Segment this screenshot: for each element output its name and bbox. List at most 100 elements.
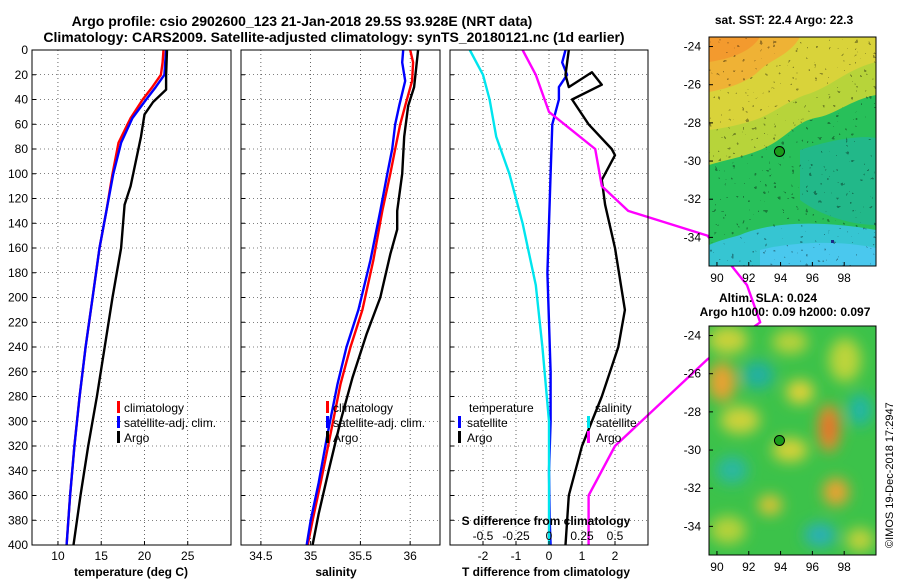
series-s-satellite <box>468 49 551 545</box>
x-tick-label: 35 <box>304 549 318 563</box>
x-tick-label: 10 <box>51 549 65 563</box>
legend-salinity-title: salinity <box>595 401 632 415</box>
depth-tick-label: 200 <box>8 291 28 305</box>
salinity-frame <box>240 49 441 546</box>
legend-s-satellite-swatch <box>587 416 590 428</box>
salinity-lines <box>305 49 420 546</box>
lon-tick-label: 92 <box>742 560 756 574</box>
legend-satellite-swatch <box>326 416 329 428</box>
sst-map-title: sat. SST: 22.4 Argo: 22.3 <box>715 13 854 27</box>
series-argo <box>311 49 420 546</box>
salinity-x-ticks: 34.5 35 35.5 36 <box>249 541 417 563</box>
x-tick-label: 2 <box>612 549 619 563</box>
sst-map-frame <box>708 36 877 267</box>
lat-tick-label: -32 <box>684 481 702 495</box>
title-line-1: Argo profile: csio 2902600_123 21-Jan-20… <box>72 13 533 29</box>
depth-tick-label: 60 <box>15 117 29 131</box>
depth-tick-label: 180 <box>8 266 28 280</box>
depth-tick-label: 320 <box>8 439 28 453</box>
lat-tick-label: -32 <box>684 192 702 206</box>
sla-map: Altim. SLA: 0.024 Argo h1000: 0.09 h2000… <box>684 291 877 574</box>
legend-s-satellite: satellite <box>596 416 637 430</box>
depth-tick-label: 340 <box>8 464 28 478</box>
s-diff-tick-label: -0.5 <box>473 529 494 543</box>
difference-x-ticks: -2 -1 0 1 2 <box>478 541 619 563</box>
lat-tick-label: -28 <box>684 116 702 130</box>
lat-tick-label: -24 <box>684 329 702 343</box>
depth-tick-label: 140 <box>8 216 28 230</box>
depth-tick-label: 300 <box>8 414 28 428</box>
lat-tick-label: -26 <box>684 78 702 92</box>
lon-tick-label: 96 <box>806 560 820 574</box>
legend-temperature-title: temperature <box>469 401 534 415</box>
depth-tick-label: 360 <box>8 489 28 503</box>
x-tick-label: 34.5 <box>249 549 273 563</box>
series-t-argo <box>564 49 627 546</box>
depth-tick-label: 80 <box>15 142 29 156</box>
depth-tick-label: 380 <box>8 513 28 527</box>
x-tick-label: 25 <box>181 549 195 563</box>
s-difference-ticks: -0.5 -0.25 0 0.25 0.5 <box>473 529 624 543</box>
argo-location-marker <box>773 435 785 446</box>
x-tick-label: -1 <box>511 549 522 563</box>
x-tick-label: -2 <box>478 549 489 563</box>
temperature-grid <box>32 49 231 546</box>
salinity-grid <box>241 49 440 546</box>
legend-climatology-swatch <box>326 401 329 413</box>
depth-tick-label: 260 <box>8 365 28 379</box>
lon-tick-label: 90 <box>710 560 724 574</box>
temperature-legend: climatology satellite-adj. clim. Argo <box>117 401 216 445</box>
legend-satellite-adj: satellite-adj. clim. <box>124 416 216 430</box>
argo-location-marker <box>773 146 785 157</box>
series-satellite-adj-clim- <box>65 49 168 546</box>
x-tick-label: 0 <box>546 549 553 563</box>
difference-panel: -2 -1 0 1 2 -0.5 -0.25 0 0.25 0.5 S difference f… <box>449 49 762 579</box>
lon-tick-label: 90 <box>710 271 724 285</box>
salinity-legend: climatology satellite-adj. clim. Argo <box>326 401 425 445</box>
lon-tick-label: 92 <box>742 271 756 285</box>
legend-s-argo-swatch <box>587 431 590 443</box>
lon-tick-label: 94 <box>774 560 788 574</box>
lat-tick-label: -34 <box>684 519 702 533</box>
salinity-panel: 34.5 35 35.5 36 salinity climatology satell… <box>240 49 441 579</box>
depth-tick-label: 220 <box>8 315 28 329</box>
legend-argo: Argo <box>333 431 359 445</box>
legend-argo: Argo <box>124 431 150 445</box>
imos-credit: ©IMOS 19-Dec-2018 17:2947 <box>884 402 896 548</box>
s-diff-tick-label: 0.5 <box>607 529 624 543</box>
sla-map-subtitle: Argo h1000: 0.09 h2000: 0.097 <box>700 305 871 319</box>
lat-tick-label: -26 <box>684 367 702 381</box>
t-difference-xlabel: T difference from climatology <box>462 565 630 579</box>
series-argo <box>72 49 169 546</box>
temperature-frame <box>31 49 232 546</box>
legend-climatology: climatology <box>124 401 184 415</box>
depth-tick-label: 120 <box>8 192 28 206</box>
lat-tick-label: -28 <box>684 405 702 419</box>
legend-climatology-swatch <box>117 401 120 413</box>
sst-map-lat-ticks: -24 -26 -28 -30 -32 -34 <box>684 40 713 244</box>
series-climatology <box>306 49 415 546</box>
s-difference-xlabel: S difference from climatology <box>462 514 631 528</box>
x-tick-label: 36 <box>403 549 417 563</box>
difference-legend: temperature satellite Argo salinity sate… <box>458 401 637 445</box>
sst-map-lon-ticks: 90 92 94 96 98 <box>710 262 851 285</box>
depth-tick-label: 0 <box>21 43 28 57</box>
sst-field <box>709 37 876 266</box>
sla-field <box>709 326 876 555</box>
x-tick-label: 20 <box>138 549 152 563</box>
lon-tick-label: 98 <box>838 560 852 574</box>
legend-satellite-swatch <box>117 416 120 428</box>
temperature-xlabel: temperature (deg C) <box>74 565 188 579</box>
legend-t-argo: Argo <box>467 431 493 445</box>
depth-tick-label: 40 <box>15 93 29 107</box>
sla-map-title: Altim. SLA: 0.024 <box>719 291 817 305</box>
title-line-2: Climatology: CARS2009. Satellite-adjuste… <box>43 29 624 45</box>
x-tick-label: 15 <box>95 549 109 563</box>
temperature-x-ticks: 10 15 20 25 <box>51 541 195 563</box>
legend-t-satellite: satellite <box>467 416 508 430</box>
lon-tick-label: 98 <box>838 271 852 285</box>
sla-map-frame <box>708 325 877 556</box>
sla-map-lat-ticks: -24 -26 -28 -30 -32 -34 <box>684 329 713 533</box>
legend-climatology: climatology <box>333 401 393 415</box>
